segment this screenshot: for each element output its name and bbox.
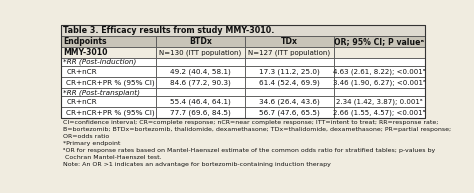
Text: 34.6 (26.4, 43.6): 34.6 (26.4, 43.6) <box>259 99 319 105</box>
Bar <box>61 58 155 66</box>
Bar <box>155 66 245 77</box>
Text: N=127 (ITT population): N=127 (ITT population) <box>248 49 330 56</box>
Bar <box>334 47 425 58</box>
Text: OR; 95% CI; P valueᵃ: OR; 95% CI; P valueᵃ <box>334 37 424 46</box>
Text: BTDx: BTDx <box>189 37 211 46</box>
Bar <box>61 25 425 36</box>
Bar <box>155 47 245 58</box>
Text: Endpoints: Endpoints <box>64 37 107 46</box>
Bar <box>334 58 425 66</box>
Text: 3.46 (1.90, 6.27); <0.001ᵃ: 3.46 (1.90, 6.27); <0.001ᵃ <box>333 79 426 86</box>
Bar <box>155 107 245 118</box>
Bar <box>245 47 334 58</box>
Bar <box>245 77 334 88</box>
Text: CR+nCR+PR % (95% CI): CR+nCR+PR % (95% CI) <box>66 109 155 116</box>
Text: MMY-3010: MMY-3010 <box>64 48 108 57</box>
Bar <box>334 36 425 47</box>
Text: B=bortezomib; BTDx=bortezomib, thalidomide, dexamethasone; TDx=thalidomide, dexa: B=bortezomib; BTDx=bortezomib, thalidomi… <box>63 127 451 132</box>
Bar <box>155 58 245 66</box>
Text: TDx: TDx <box>281 37 298 46</box>
Bar <box>334 66 425 77</box>
Bar <box>334 107 425 118</box>
Text: 2.66 (1.55, 4.57); <0.001ᵃ: 2.66 (1.55, 4.57); <0.001ᵃ <box>333 109 426 116</box>
Bar <box>61 36 155 47</box>
Text: CR+nCR: CR+nCR <box>66 69 97 75</box>
Text: 2.34 (1.42, 3.87); 0.001ᵃ: 2.34 (1.42, 3.87); 0.001ᵃ <box>336 99 423 105</box>
Text: CI=confidence interval; CR=complete response; nCR=near complete response; ITT=in: CI=confidence interval; CR=complete resp… <box>63 120 438 125</box>
Text: Table 3. Efficacy results from study MMY-3010.: Table 3. Efficacy results from study MMY… <box>64 26 274 35</box>
Text: Cochran Mantel-Haenszel test.: Cochran Mantel-Haenszel test. <box>63 155 161 160</box>
Text: 4.63 (2.61, 8.22); <0.001ᵃ: 4.63 (2.61, 8.22); <0.001ᵃ <box>333 69 426 75</box>
Text: CR+nCR: CR+nCR <box>66 99 97 105</box>
Bar <box>245 58 334 66</box>
Text: 61.4 (52.4, 69.9): 61.4 (52.4, 69.9) <box>259 79 319 86</box>
Text: 84.6 (77.2, 90.3): 84.6 (77.2, 90.3) <box>170 79 230 86</box>
Bar <box>61 107 155 118</box>
Text: 56.7 (47.6, 65.5): 56.7 (47.6, 65.5) <box>259 109 319 116</box>
Bar <box>61 25 425 118</box>
Bar <box>245 36 334 47</box>
Bar <box>245 88 334 96</box>
Bar <box>334 77 425 88</box>
Text: OR=odds ratio: OR=odds ratio <box>63 134 109 139</box>
Text: 77.7 (69.6, 84.5): 77.7 (69.6, 84.5) <box>170 109 230 116</box>
Bar <box>155 77 245 88</box>
Text: 49.2 (40.4, 58.1): 49.2 (40.4, 58.1) <box>170 69 230 75</box>
Bar <box>245 107 334 118</box>
Text: *RR (Post-transplant): *RR (Post-transplant) <box>64 89 140 96</box>
Bar <box>61 77 155 88</box>
Text: 17.3 (11.2, 25.0): 17.3 (11.2, 25.0) <box>259 69 319 75</box>
Text: Note: An OR >1 indicates an advantage for bortezomib-containing induction therap: Note: An OR >1 indicates an advantage fo… <box>63 163 330 168</box>
Bar <box>155 96 245 107</box>
Bar <box>245 96 334 107</box>
Bar <box>61 47 155 58</box>
Bar <box>334 88 425 96</box>
Bar <box>155 36 245 47</box>
Bar <box>245 66 334 77</box>
Text: *RR (Post-induction): *RR (Post-induction) <box>64 59 137 65</box>
Bar <box>61 66 155 77</box>
Text: ᵃOR for response rates based on Mantel-Haenszel estimate of the common odds rati: ᵃOR for response rates based on Mantel-H… <box>63 148 435 153</box>
Bar <box>61 96 155 107</box>
Text: 55.4 (46.4, 64.1): 55.4 (46.4, 64.1) <box>170 99 230 105</box>
Text: N=130 (ITT population): N=130 (ITT population) <box>159 49 241 56</box>
Bar <box>334 96 425 107</box>
Bar <box>155 88 245 96</box>
Text: *Primary endpoint: *Primary endpoint <box>63 141 120 146</box>
Text: CR+nCR+PR % (95% CI): CR+nCR+PR % (95% CI) <box>66 79 155 86</box>
Bar <box>61 88 155 96</box>
